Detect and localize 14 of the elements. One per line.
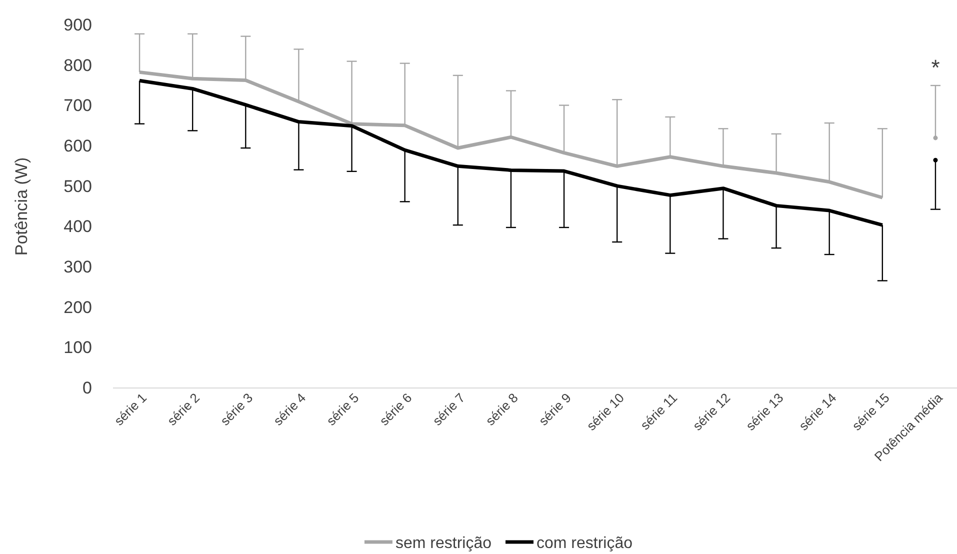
annotation: * [931, 55, 940, 80]
legend-label: sem restrição [395, 535, 492, 552]
y-tick-label: 800 [64, 56, 92, 75]
legend-label: com restrição [536, 535, 633, 552]
y-tick-label: 600 [64, 136, 92, 156]
y-tick-label: 200 [64, 298, 92, 317]
y-tick-label: 300 [64, 257, 92, 276]
y-tick-label: 0 [82, 378, 92, 398]
y-tick-label: 700 [64, 96, 92, 116]
y-tick-label: 500 [64, 176, 92, 196]
y-tick-label: 900 [64, 15, 92, 34]
y-axis-title: Potência (W) [12, 157, 31, 256]
y-tick-label: 400 [64, 217, 92, 236]
y-tick-label: 100 [64, 338, 92, 358]
